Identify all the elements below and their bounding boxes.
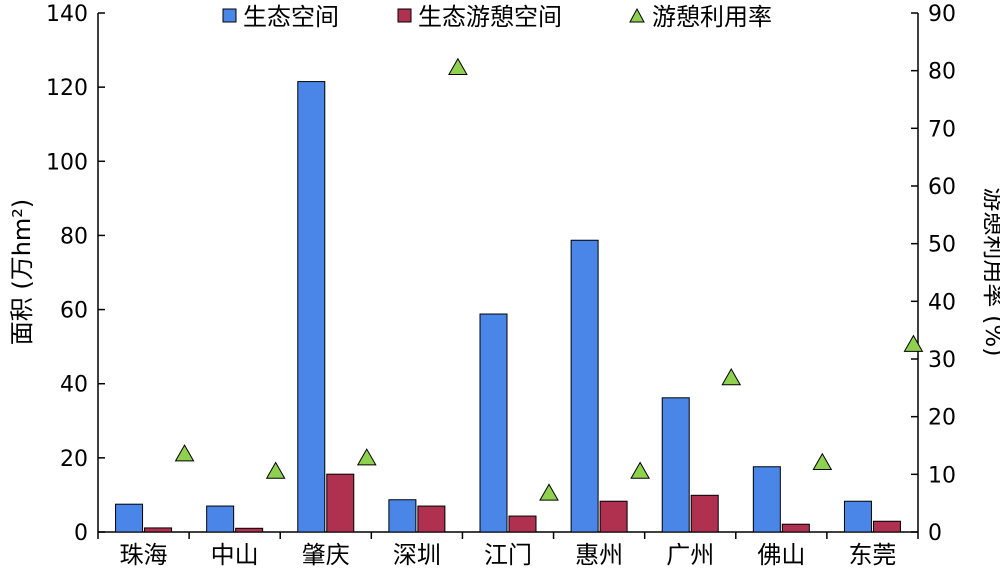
bar-2-东莞	[872, 520, 901, 533]
y-tick-label: 20	[60, 447, 88, 472]
y2-tick-label: 50	[928, 233, 956, 258]
y2-tick-label: 30	[928, 348, 956, 373]
y2-tick-label: 90	[928, 2, 956, 27]
bar-2-江门	[508, 515, 537, 533]
y-tick-label: 40	[60, 373, 88, 398]
y2-tick-label: 0	[928, 521, 942, 546]
y-tick-label: 60	[60, 299, 88, 324]
bar-1-中山	[206, 505, 235, 533]
x-tick-label: 中山	[211, 541, 259, 569]
marker-深圳	[448, 57, 468, 76]
marker-肇庆	[356, 448, 377, 466]
bar-series	[115, 81, 901, 533]
legend-label-series-1: 生态空间	[243, 3, 339, 31]
y-tick-label: 0	[74, 521, 88, 546]
bar-1-珠海	[115, 503, 144, 533]
legend-label-series-2: 生态游憩空间	[418, 3, 562, 31]
bar-2-肇庆	[326, 473, 355, 533]
y-tick-label: 80	[60, 224, 88, 249]
x-tick-label: 东莞	[848, 541, 896, 569]
category-axis-ticks: 珠海 中山 肇庆 深圳 江门 惠州 广州 佛山 东莞	[97, 532, 919, 569]
legend-label-series-3: 游憩利用率	[652, 3, 772, 31]
x-tick-label: 惠州	[575, 541, 623, 569]
bar-1-广州	[661, 397, 690, 533]
y-axis-title: 面积 (万hm²)	[8, 199, 36, 346]
marker-东莞	[903, 334, 924, 352]
legend-swatch-series-1	[222, 8, 237, 23]
y2-axis-title: 游憩利用率 (%)	[980, 187, 1000, 356]
x-tick-label: 珠海	[120, 541, 168, 569]
bar-1-东莞	[843, 500, 872, 533]
marker-series	[174, 57, 924, 501]
x-tick-label: 广州	[666, 541, 714, 569]
marker-珠海	[174, 444, 195, 462]
x-tick-label: 肇庆	[302, 541, 350, 569]
bar-2-惠州	[599, 500, 628, 533]
bar-2-广州	[690, 494, 719, 533]
left-axis-ticks: 0 20 40 60 80 100 120 140	[46, 2, 105, 546]
y2-tick-label: 20	[928, 406, 956, 431]
marker-中山	[265, 461, 286, 479]
x-tick-label: 江门	[484, 541, 532, 569]
marker-惠州	[630, 461, 650, 479]
bar-2-珠海	[144, 527, 173, 533]
y2-tick-label: 10	[928, 463, 956, 488]
bar-1-惠州	[570, 239, 599, 533]
y-tick-label: 140	[46, 2, 88, 27]
bar-1-江门	[479, 313, 508, 533]
bar-1-肇庆	[297, 81, 326, 533]
marker-江门	[539, 483, 559, 501]
plot-frame	[97, 13, 919, 533]
legend-marker-series-3	[629, 7, 645, 23]
y2-tick-label: 40	[928, 290, 956, 315]
x-tick-label: 佛山	[757, 541, 805, 569]
y-tick-label: 100	[46, 150, 88, 175]
marker-佛山	[812, 452, 833, 471]
legend-swatch-series-2	[397, 8, 412, 23]
y2-tick-label: 80	[928, 60, 956, 85]
bar-2-深圳	[417, 505, 446, 533]
y2-tick-label: 60	[928, 175, 956, 200]
bar-2-佛山	[781, 523, 810, 533]
bar-2-中山	[235, 527, 264, 533]
marker-广州	[721, 368, 742, 386]
bar-1-佛山	[752, 466, 781, 533]
y-tick-label: 120	[46, 76, 88, 101]
bar-1-深圳	[388, 499, 417, 533]
x-tick-label: 深圳	[393, 541, 441, 569]
legend: 生态空间 生态游憩空间 游憩利用率	[222, 3, 772, 31]
y2-tick-label: 70	[928, 117, 956, 142]
right-axis-ticks: 0 10 20 30 40 50 60 70 80 90	[911, 2, 956, 546]
